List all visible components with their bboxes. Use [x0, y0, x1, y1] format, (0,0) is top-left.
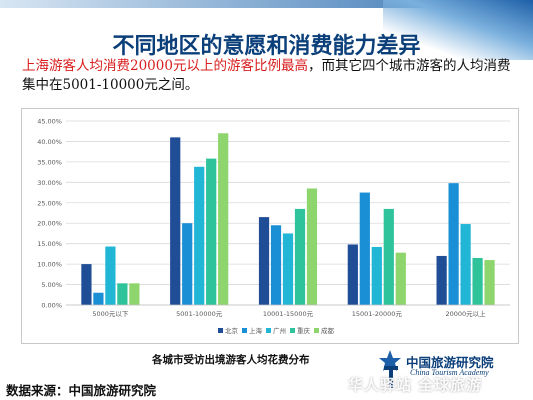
bar [436, 255, 447, 305]
bar [383, 208, 394, 305]
bar [282, 233, 294, 305]
legend-label: 成都 [321, 326, 335, 335]
bar [81, 264, 92, 305]
chart-frame: 0.00% 5.00% 10.00% 15.00% 20.00% 25.00% 30.00%… [21, 108, 519, 344]
x-tick-label: 5000元以下 [92, 310, 129, 318]
bar [93, 292, 104, 305]
bar [306, 188, 318, 305]
slide-subtitle: 上海游客人均消费20000元以上的游客比例最高，而其它四个城市游客的人均消费集中… [22, 57, 522, 95]
legend-label: 上海 [249, 326, 263, 335]
data-source: 数据来源：中国旅游研究院 [6, 383, 157, 398]
legend-swatch [314, 328, 319, 333]
bar [347, 244, 358, 305]
bar [194, 166, 205, 305]
bar [448, 183, 459, 305]
bar [206, 158, 217, 305]
x-tick-label: 20000元以上 [446, 309, 487, 318]
bar [472, 257, 483, 305]
y-tick-label: 5.00% [41, 281, 62, 289]
bar [460, 224, 471, 305]
watermark: 华人驿站 全球旅游 [348, 376, 483, 394]
bar [270, 225, 282, 305]
legend-label: 重庆 [297, 326, 311, 335]
y-tick-label: 25.00% [37, 199, 62, 207]
legend-swatch [290, 328, 295, 333]
y-tick-label: 15.00% [37, 240, 62, 248]
legend-swatch [266, 328, 271, 333]
legend-swatch [218, 328, 223, 333]
bar [117, 283, 128, 305]
bar-chart: 0.00% 5.00% 10.00% 15.00% 20.00% 25.00% 30.00%… [37, 118, 510, 335]
legend-label: 北京 [225, 326, 239, 335]
subtitle-rest: ，而其它四个城市游客的人均消费集中在5001-10000元之间。 [22, 58, 511, 93]
y-tick-label: 20.00% [37, 220, 62, 228]
y-tick-label: 45.00% [37, 118, 62, 126]
slide-title: 不同地区的意愿和消费能力差异 [112, 33, 421, 59]
bar [129, 283, 140, 305]
subtitle-highlight: 上海游客人均消费20000元以上的游客比例最高 [22, 58, 308, 74]
academy-logo [379, 350, 401, 388]
bar [484, 260, 495, 305]
bar [258, 217, 270, 305]
bar [182, 223, 193, 305]
top-band [0, 0, 533, 8]
y-tick-label: 35.00% [37, 158, 62, 166]
legend-swatch [242, 328, 247, 333]
y-tick-label: 30.00% [37, 179, 62, 187]
bar [371, 246, 382, 305]
x-tick-label: 10001-15000元 [263, 310, 314, 318]
bar [294, 208, 306, 305]
bar [218, 133, 229, 305]
y-tick-label: 0.00% [41, 302, 62, 310]
y-tick-label: 40.00% [37, 138, 62, 146]
logo-english-name: China Tourism Academy [410, 368, 489, 377]
bar [359, 192, 370, 305]
bar [170, 137, 181, 305]
logo-star-icon [379, 350, 401, 388]
bar [395, 252, 406, 305]
logo-chinese-name: 中国旅游研究院 [406, 355, 494, 370]
chart-caption: 各城市受访出境游客人均花费分布 [152, 354, 310, 366]
y-tick-label: 10.00% [37, 261, 62, 269]
x-tick-label: 15001-20000元 [352, 310, 403, 318]
corner-decoration [383, 0, 533, 60]
bar [105, 246, 116, 305]
x-tick-label: 5001-10000元 [176, 310, 223, 318]
legend-label: 广州 [273, 326, 286, 335]
